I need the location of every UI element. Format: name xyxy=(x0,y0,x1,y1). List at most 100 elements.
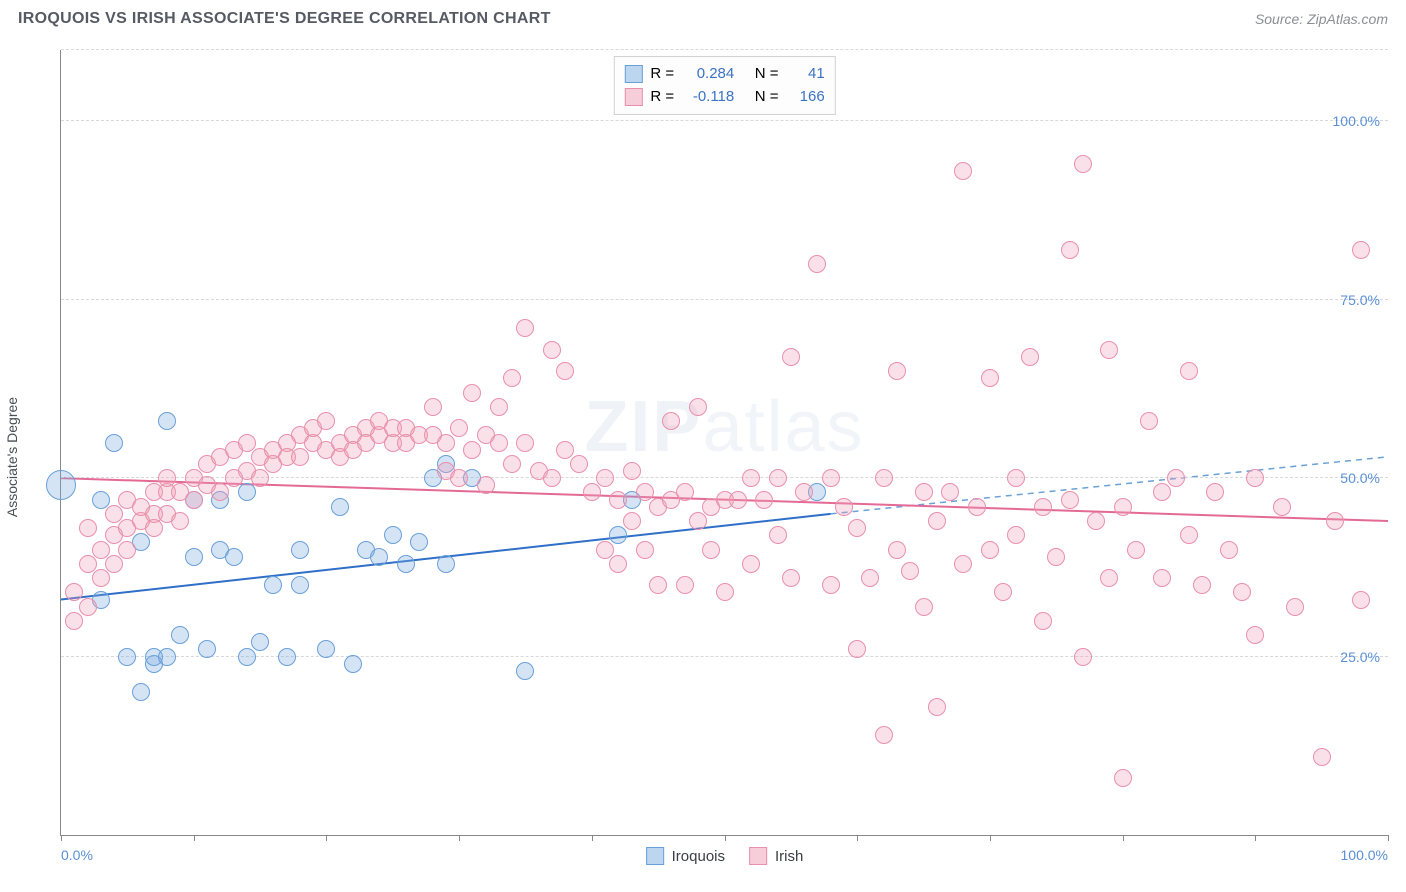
legend-swatch xyxy=(749,847,767,865)
data-point xyxy=(1180,362,1198,380)
data-point xyxy=(1352,241,1370,259)
data-point xyxy=(1100,569,1118,587)
data-point xyxy=(1047,548,1065,566)
data-point xyxy=(79,598,97,616)
data-point xyxy=(344,655,362,673)
data-point xyxy=(888,362,906,380)
data-point xyxy=(1206,483,1224,501)
gridline xyxy=(61,120,1388,121)
data-point xyxy=(132,533,150,551)
legend-swatch xyxy=(646,847,664,865)
data-point xyxy=(118,541,136,559)
data-point xyxy=(79,519,97,537)
data-point xyxy=(782,569,800,587)
data-point xyxy=(516,434,534,452)
data-point xyxy=(954,555,972,573)
x-tick xyxy=(459,835,460,841)
data-point xyxy=(211,541,229,559)
data-point xyxy=(317,412,335,430)
data-point xyxy=(1220,541,1238,559)
data-point xyxy=(1074,155,1092,173)
data-point xyxy=(875,726,893,744)
data-point xyxy=(676,483,694,501)
gridline xyxy=(61,656,1388,657)
data-point xyxy=(291,426,309,444)
data-point xyxy=(291,576,309,594)
data-point xyxy=(118,519,136,537)
data-point xyxy=(769,526,787,544)
data-point xyxy=(171,626,189,644)
data-point xyxy=(915,598,933,616)
data-point xyxy=(450,419,468,437)
data-point xyxy=(264,441,282,459)
data-point xyxy=(397,434,415,452)
stats-legend-box: R = 0.284 N = 41R = -0.118 N = 166 xyxy=(613,56,835,115)
data-point xyxy=(596,541,614,559)
data-point xyxy=(649,576,667,594)
data-point xyxy=(437,455,455,473)
data-point xyxy=(251,633,269,651)
data-point xyxy=(1153,569,1171,587)
data-point xyxy=(1326,512,1344,530)
data-point xyxy=(808,483,826,501)
data-point xyxy=(397,555,415,573)
stats-row: R = -0.118 N = 166 xyxy=(624,86,824,109)
data-point xyxy=(1100,341,1118,359)
data-point xyxy=(662,412,680,430)
data-point xyxy=(782,348,800,366)
data-point xyxy=(1246,626,1264,644)
data-point xyxy=(1127,541,1145,559)
data-point xyxy=(185,469,203,487)
data-point xyxy=(278,448,296,466)
data-point xyxy=(92,541,110,559)
data-point xyxy=(981,541,999,559)
x-tick xyxy=(1388,835,1389,841)
data-point xyxy=(158,412,176,430)
gridline xyxy=(61,49,1388,50)
data-point xyxy=(384,434,402,452)
data-point xyxy=(702,541,720,559)
legend-label: Irish xyxy=(775,848,803,865)
data-point xyxy=(238,483,256,501)
data-point xyxy=(1273,498,1291,516)
data-point xyxy=(1007,469,1025,487)
data-point xyxy=(211,491,229,509)
data-point xyxy=(185,491,203,509)
data-point xyxy=(716,491,734,509)
data-point xyxy=(1034,612,1052,630)
data-point xyxy=(118,491,136,509)
data-point xyxy=(1180,526,1198,544)
data-point xyxy=(225,441,243,459)
data-point xyxy=(46,470,76,500)
data-point xyxy=(105,526,123,544)
data-point xyxy=(105,434,123,452)
data-point xyxy=(1114,498,1132,516)
data-point xyxy=(171,483,189,501)
data-point xyxy=(211,448,229,466)
data-point xyxy=(397,419,415,437)
data-point xyxy=(861,569,879,587)
data-point xyxy=(331,498,349,516)
data-point xyxy=(716,583,734,601)
data-point xyxy=(795,483,813,501)
data-point xyxy=(941,483,959,501)
y-tick-label: 50.0% xyxy=(1340,470,1380,486)
data-point xyxy=(1034,498,1052,516)
data-point xyxy=(968,498,986,516)
data-point xyxy=(105,555,123,573)
data-point xyxy=(171,512,189,530)
data-point xyxy=(145,519,163,537)
data-point xyxy=(1007,526,1025,544)
data-point xyxy=(264,576,282,594)
data-point xyxy=(65,583,83,601)
data-point xyxy=(1114,769,1132,787)
data-point xyxy=(424,426,442,444)
data-point xyxy=(317,441,335,459)
data-point xyxy=(132,498,150,516)
data-point xyxy=(636,541,654,559)
data-point xyxy=(357,419,375,437)
data-point xyxy=(623,491,641,509)
data-point xyxy=(437,555,455,573)
y-tick-label: 75.0% xyxy=(1340,292,1380,308)
data-point xyxy=(291,541,309,559)
